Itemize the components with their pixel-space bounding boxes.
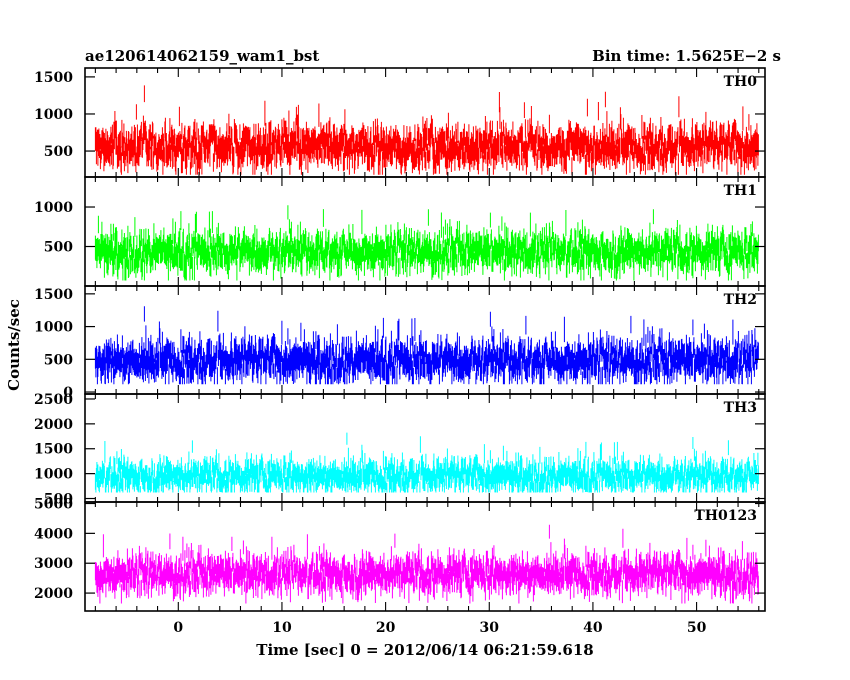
y-tick-label: 0 — [63, 385, 73, 401]
y-tick-label: 1500 — [34, 442, 73, 458]
x-tick-label: 30 — [480, 620, 500, 636]
x-tick-label: 10 — [272, 620, 292, 636]
series-th2 — [94, 306, 759, 385]
y-tick-label: 1500 — [34, 70, 73, 86]
y-tick-label: 1000 — [34, 320, 73, 336]
x-tick-label: 50 — [687, 620, 707, 636]
y-tick-label: 500 — [44, 240, 73, 256]
y-tick-label: 5000 — [34, 496, 73, 512]
y-tick-label: 500 — [44, 144, 73, 160]
x-axis-label: Time [sec] 0 = 2012/06/14 06:21:59.618 — [256, 641, 593, 659]
y-axis-label: Counts/sec — [5, 299, 23, 391]
panels-group: 500 1000 1500 TH0 500 1000 TH1 0 500 1000 1500 TH2 5… — [34, 67, 766, 612]
panel-th2: 0 500 1000 1500 TH2 — [34, 285, 766, 401]
x-tick-label: 0 — [173, 620, 183, 636]
y-tick-label: 2000 — [34, 586, 73, 602]
panel-th0123: 2000 3000 4000 5000 TH0123 — [34, 496, 766, 612]
panel-frame — [84, 501, 766, 612]
bin-time-label: Bin time: 1.5625E−2 s — [592, 47, 781, 65]
panel-label: TH3 — [724, 400, 757, 416]
y-tick-label: 4000 — [34, 526, 73, 542]
panel-th1: 500 1000 TH1 — [34, 176, 766, 287]
series-th0123 — [94, 524, 759, 604]
y-tick-label: 1500 — [34, 287, 73, 303]
y-tick-label: 500 — [44, 352, 73, 368]
series-th0 — [94, 85, 759, 175]
y-tick-label: 1000 — [34, 467, 73, 483]
y-tick-label: 3000 — [34, 556, 73, 572]
panel-label: TH1 — [724, 183, 757, 199]
chart-title: ae120614062159_wam1_bst — [85, 47, 319, 65]
x-tick-label: 40 — [583, 620, 603, 636]
x-tick-label: 20 — [376, 620, 396, 636]
panel-label: TH2 — [724, 292, 757, 308]
series-th3 — [94, 432, 759, 493]
panel-th0: 500 1000 1500 TH0 — [34, 67, 766, 178]
y-tick-label: 2000 — [34, 417, 73, 433]
panel-label: TH0 — [724, 74, 758, 90]
panel-th3: 500 1000 1500 2000 2500 TH3 — [34, 392, 766, 508]
y-tick-label: 2500 — [34, 392, 73, 408]
panel-label: TH0123 — [694, 508, 757, 524]
y-tick-label: 500 — [44, 492, 73, 508]
y-tick-label: 1000 — [34, 107, 73, 123]
x-axis: 0 10 20 30 40 50 — [94, 68, 760, 636]
y-tick-label: 1000 — [34, 200, 73, 216]
series-th1 — [94, 205, 759, 281]
